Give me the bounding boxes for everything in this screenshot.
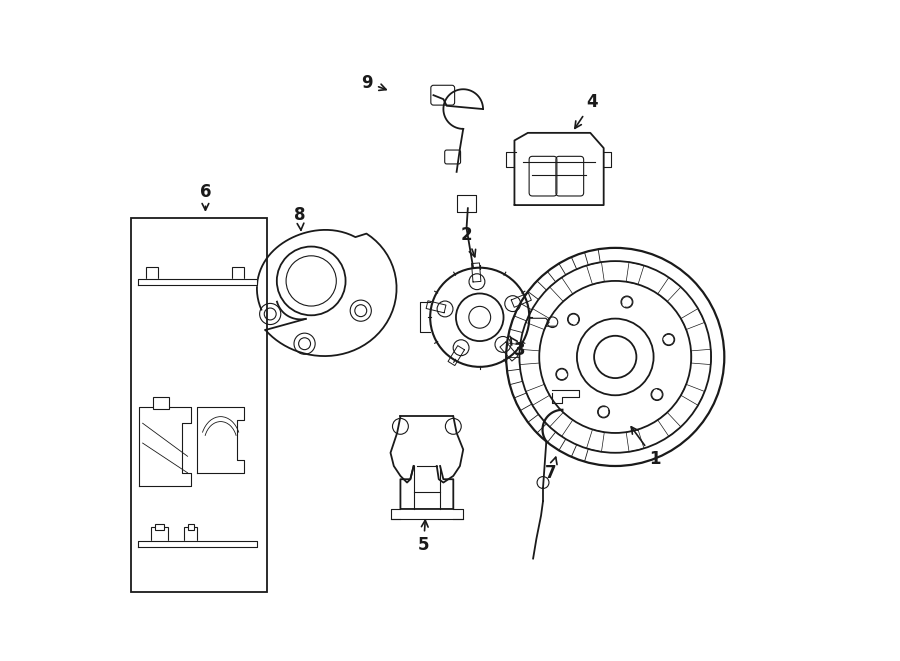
Text: 9: 9: [362, 73, 386, 92]
Text: 4: 4: [575, 93, 598, 128]
Text: 8: 8: [294, 206, 306, 230]
Polygon shape: [138, 280, 257, 286]
Polygon shape: [197, 407, 244, 473]
Text: 5: 5: [418, 520, 429, 555]
Text: 1: 1: [631, 427, 661, 469]
Bar: [232, 267, 244, 281]
Text: 3: 3: [509, 336, 526, 360]
Bar: [155, 524, 165, 530]
Bar: [151, 527, 167, 542]
Text: 7: 7: [545, 457, 557, 482]
Bar: [146, 267, 158, 281]
Bar: [187, 524, 194, 530]
Text: 2: 2: [461, 225, 475, 256]
Polygon shape: [138, 541, 257, 547]
Bar: [184, 527, 197, 542]
Bar: [153, 397, 169, 408]
Text: 6: 6: [200, 182, 212, 210]
Bar: [131, 218, 267, 592]
Polygon shape: [140, 407, 191, 486]
